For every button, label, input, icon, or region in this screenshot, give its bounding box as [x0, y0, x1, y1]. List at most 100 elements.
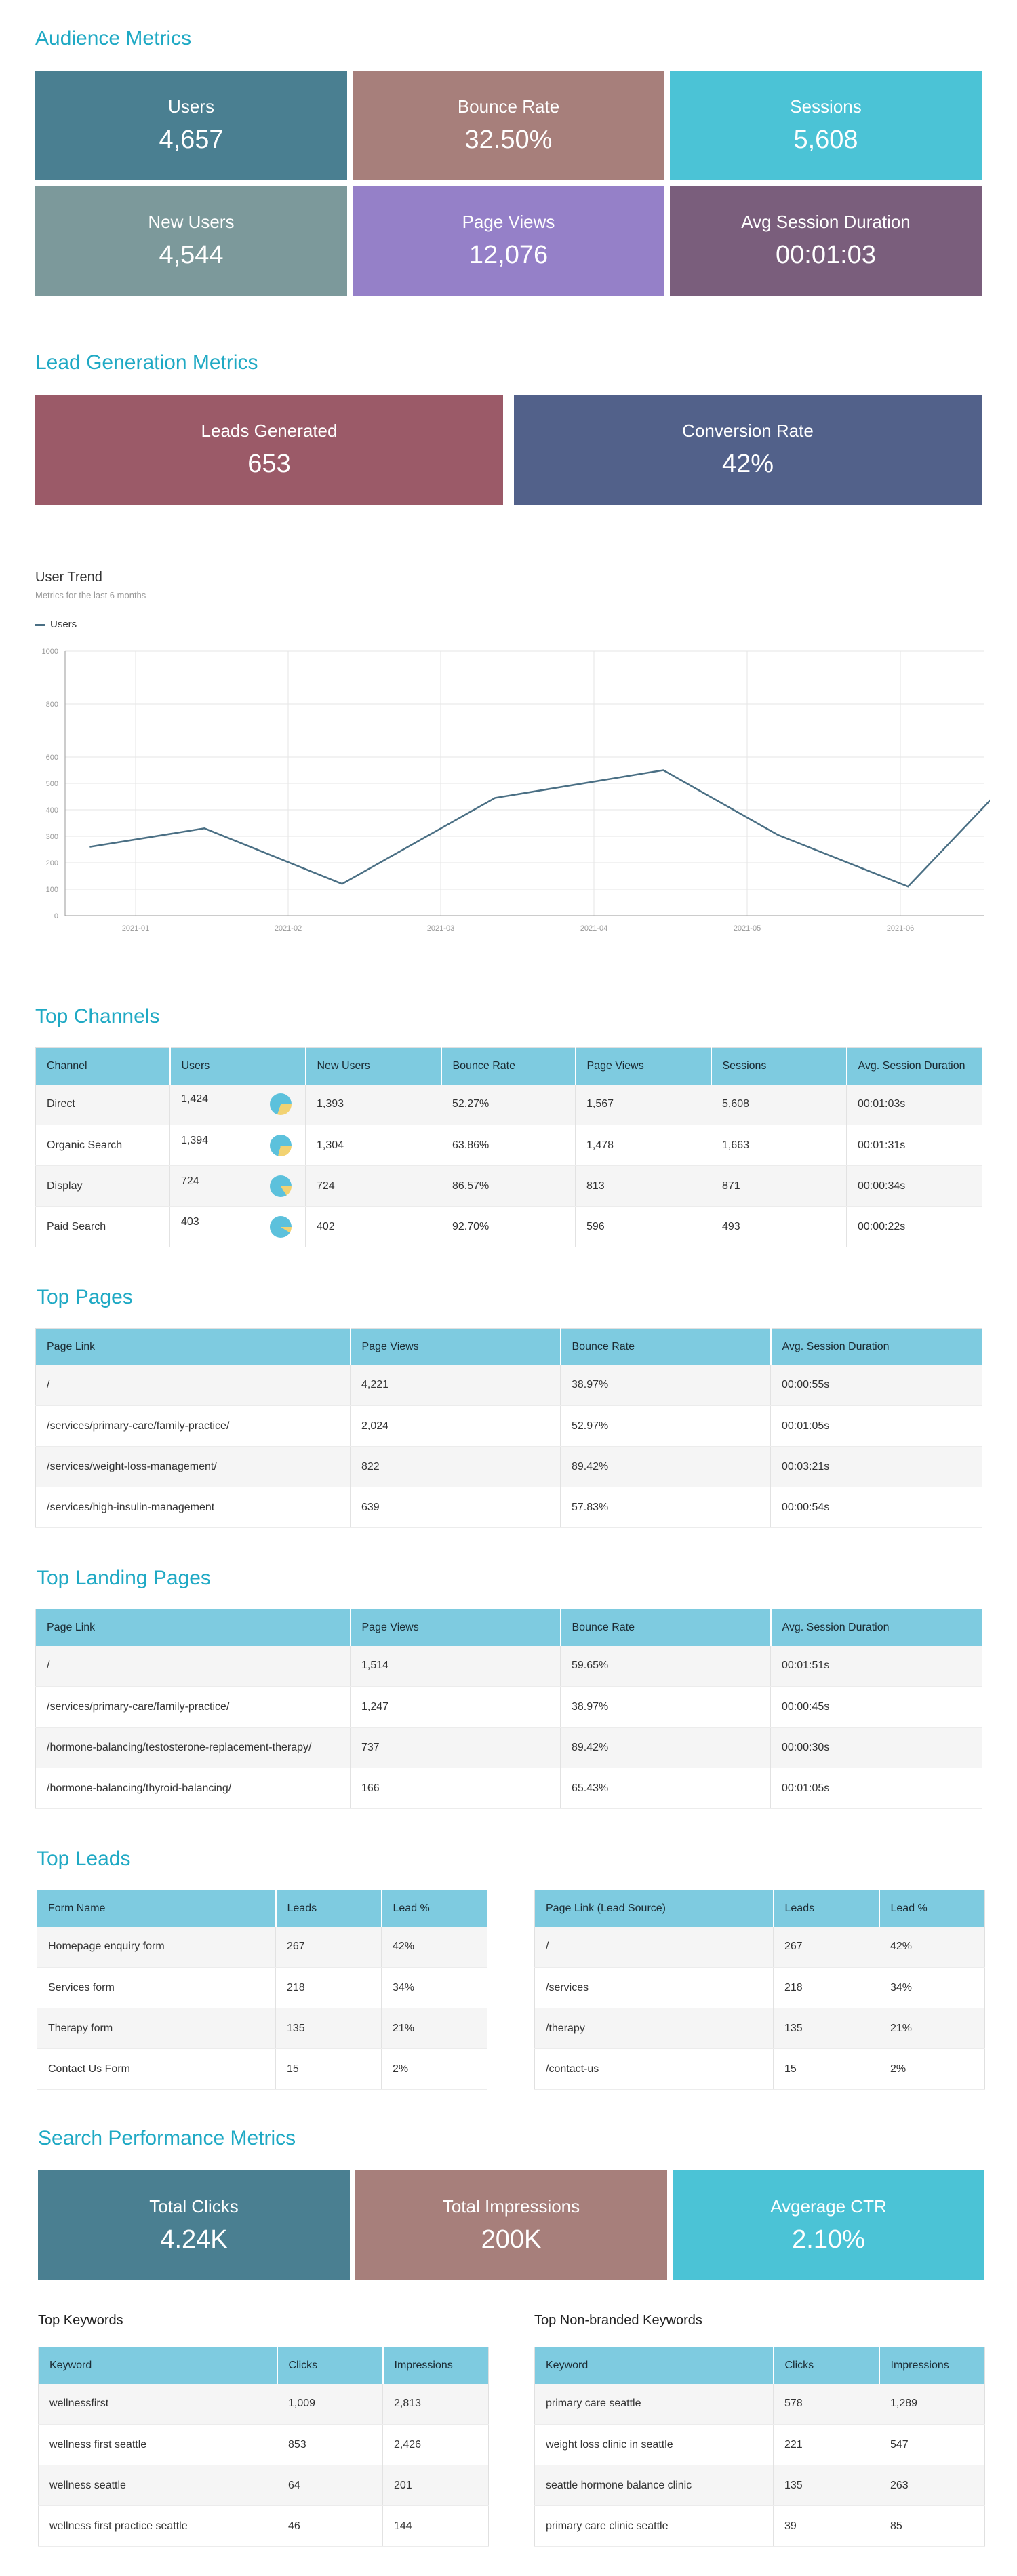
table-cell: 724 — [170, 1165, 306, 1207]
table-cell: 218 — [275, 1967, 382, 2008]
search-performance-title: Search Performance Metrics — [38, 2127, 296, 2149]
table-cell: 596 — [575, 1206, 711, 1247]
table-row: / 267 42% — [534, 1926, 985, 1968]
column-header-users[interactable]: Users — [170, 1047, 306, 1085]
avg-session-duration-value: 00:01:03 — [776, 241, 876, 269]
column-header-page-link-lead-source[interactable]: Page Link (Lead Source) — [534, 1890, 774, 1927]
column-header-page-views[interactable]: Page Views — [350, 1609, 561, 1646]
table-cell: 402 — [305, 1206, 441, 1247]
cell-text: 822 — [361, 1460, 380, 1472]
cell-text: 21% — [890, 2022, 913, 2034]
cell-text: wellness seattle — [49, 2479, 126, 2491]
cell-text: 402 — [317, 1220, 335, 1232]
cell-text: 813 — [586, 1179, 605, 1192]
column-header-leads[interactable]: Leads — [275, 1890, 382, 1927]
y-tick-label: 300 — [46, 833, 58, 841]
top-landing-pages-title: Top Landing Pages — [37, 1567, 211, 1589]
cell-text: 166 — [361, 1782, 380, 1794]
column-header-page-views[interactable]: Page Views — [350, 1328, 561, 1365]
column-header-keyword[interactable]: Keyword — [534, 2347, 774, 2384]
cell-text: 1,478 — [586, 1139, 614, 1151]
column-header-clicks[interactable]: Clicks — [773, 2347, 880, 2384]
table-cell: 92.70% — [441, 1206, 576, 1247]
bounce-rate-value: 32.50% — [464, 125, 553, 154]
column-header-sessions[interactable]: Sessions — [711, 1047, 848, 1085]
column-header-leads[interactable]: Leads — [773, 1890, 880, 1927]
column-header-channel[interactable]: Channel — [35, 1047, 171, 1085]
column-header-bounce-rate[interactable]: Bounce Rate — [560, 1609, 772, 1646]
column-header-bounce-rate[interactable]: Bounce Rate — [441, 1047, 576, 1085]
y-tick-label: 200 — [46, 859, 58, 867]
column-header-impressions[interactable]: Impressions — [879, 2347, 985, 2384]
cell-text: / — [546, 1940, 549, 1953]
series-line-users[interactable] — [89, 766, 990, 888]
cell-text: 218 — [784, 1981, 803, 1993]
top-nonbranded-keywords-table: Keyword Clicks Impressions primary care sea… — [534, 2347, 985, 2547]
table-cell: seattle hormone balance clinic — [534, 2465, 774, 2506]
column-header-clicks[interactable]: Clicks — [277, 2347, 384, 2384]
conversion-rate-card: Conversion Rate 42% — [514, 395, 982, 505]
cell-text: Contact Us Form — [48, 2063, 130, 2075]
cell-text: Direct — [47, 1098, 75, 1110]
y-tick-label: 100 — [46, 886, 58, 894]
table-row: Contact Us Form 15 2% — [37, 2048, 487, 2090]
chart-legend[interactable]: Users — [35, 619, 77, 630]
column-header-bounce-rate[interactable]: Bounce Rate — [560, 1328, 772, 1365]
column-header-avg-session-duration[interactable]: Avg. Session Duration — [770, 1328, 982, 1365]
table-row: Paid Search 403 402 92.70% 596 493 00:00:22s — [35, 1206, 982, 1247]
column-header-lead[interactable]: Lead % — [381, 1890, 487, 1927]
column-header-impressions[interactable]: Impressions — [382, 2347, 489, 2384]
leads-generated-label: Leads Generated — [201, 421, 338, 441]
conversion-rate-label: Conversion Rate — [682, 421, 814, 441]
table-cell: / — [534, 1926, 774, 1968]
cell-text: 38.97% — [572, 1700, 609, 1713]
cell-text: Therapy form — [48, 2022, 113, 2034]
column-header-page-views[interactable]: Page Views — [575, 1047, 712, 1085]
column-header-keyword[interactable]: Keyword — [38, 2347, 278, 2384]
column-header-page-link[interactable]: Page Link — [35, 1609, 351, 1646]
table-cell: 135 — [275, 2008, 382, 2049]
column-header-new-users[interactable]: New Users — [305, 1047, 442, 1085]
column-header-avg-session-duration[interactable]: Avg. Session Duration — [770, 1609, 982, 1646]
table-cell: Services form — [37, 1967, 276, 2008]
cell-text: 135 — [784, 2022, 803, 2034]
cell-text: 639 — [361, 1501, 380, 1513]
leads-generated-card: Leads Generated 653 — [35, 395, 503, 505]
x-tick-label: 2021-03 — [427, 924, 454, 933]
column-header-avg-session-duration[interactable]: Avg. Session Duration — [846, 1047, 982, 1085]
table-cell: 00:00:54s — [770, 1487, 982, 1528]
table-cell: 5,608 — [711, 1084, 847, 1125]
legend-swatch — [35, 623, 45, 626]
table-row: wellnessfirst 1,009 2,813 — [38, 2383, 489, 2425]
total-clicks-value: 4.24K — [160, 2225, 228, 2254]
y-tick-label: 600 — [46, 754, 58, 762]
x-tick-label: 2021-06 — [887, 924, 914, 933]
cell-text: Paid Search — [47, 1220, 106, 1232]
table-cell: /hormone-balancing/thyroid-balancing/ — [35, 1768, 351, 1809]
cell-text: 63.86% — [452, 1139, 490, 1151]
new-users-card: New Users 4,544 — [35, 186, 347, 296]
table-row: /services 218 34% — [534, 1967, 985, 2008]
table-row: Services form 218 34% — [37, 1967, 487, 2008]
cell-text: 00:01:51s — [782, 1660, 830, 1672]
cell-text: 21% — [393, 2022, 415, 2034]
cell-text: 1,393 — [317, 1098, 344, 1110]
column-header-page-link[interactable]: Page Link — [35, 1328, 351, 1365]
bounce-rate-label: Bounce Rate — [457, 96, 560, 117]
cell-text: 578 — [784, 2398, 803, 2410]
table-cell: / — [35, 1645, 351, 1687]
users-share-pie-icon — [270, 1134, 292, 1156]
table-cell: 38.97% — [560, 1686, 771, 1728]
table-cell: /services/primary-care/family-practice/ — [35, 1405, 351, 1447]
chart-svg: 0 100 200 300 400 500 600 800 1000 2021-01 2021-02… — [42, 648, 990, 933]
table-row: Organic Search 1,394 1,304 63.86% 1,478 1,663… — [35, 1125, 982, 1166]
table-cell: Homepage enquiry form — [37, 1926, 276, 1968]
table-cell: primary care clinic seattle — [534, 2505, 774, 2547]
table-cell: 89.42% — [560, 1727, 771, 1768]
y-tick-label: 800 — [46, 701, 58, 709]
column-header-lead[interactable]: Lead % — [879, 1890, 985, 1927]
cell-text: 1,567 — [586, 1098, 614, 1110]
table-row: /services/weight-loss-management/822 89.4… — [35, 1446, 982, 1487]
cell-text: 1,009 — [288, 2398, 316, 2410]
column-header-form-name[interactable]: Form Name — [37, 1890, 277, 1927]
